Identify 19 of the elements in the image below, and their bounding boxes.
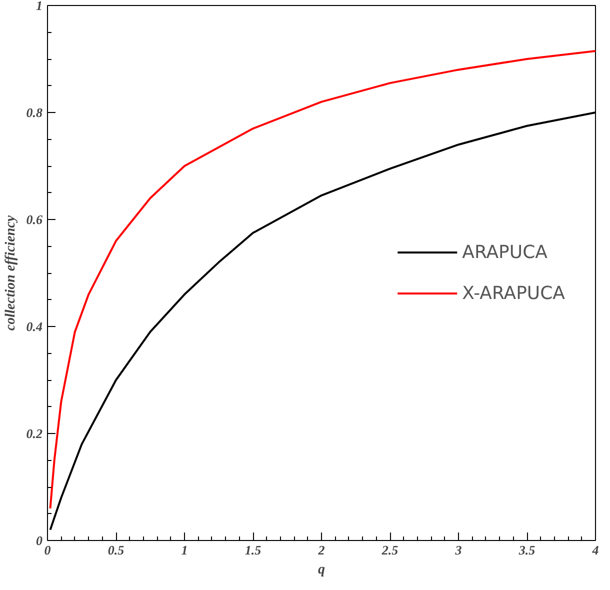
y-tick-label: 0: [36, 533, 43, 548]
legend-label: X-ARAPUCA: [462, 282, 565, 304]
x-tick-label: 1.5: [244, 542, 262, 558]
y-tick-label: 0.6: [26, 212, 43, 227]
line-series: [49, 50, 596, 510]
x-tick-label: 3: [454, 542, 462, 558]
x-tick-label: 2.5: [380, 542, 399, 558]
x-tick-label: 1: [181, 542, 188, 558]
y-tick-label: 0.8: [26, 105, 43, 120]
x-tick-label: 0.5: [108, 542, 125, 558]
y-tick-label: 0.4: [26, 319, 43, 334]
legend-label: ARAPUCA: [462, 242, 548, 262]
x-tick-label: 3.5: [518, 542, 536, 558]
x-tick-label: 4: [591, 542, 600, 558]
y-tick-label: 0.2: [26, 426, 43, 441]
x-axis-title: q: [318, 562, 325, 578]
x-tick-label: 2: [317, 542, 326, 558]
y-tick-label: 1: [36, 0, 42, 13]
y-axis-title: collection efficiency: [3, 214, 18, 331]
